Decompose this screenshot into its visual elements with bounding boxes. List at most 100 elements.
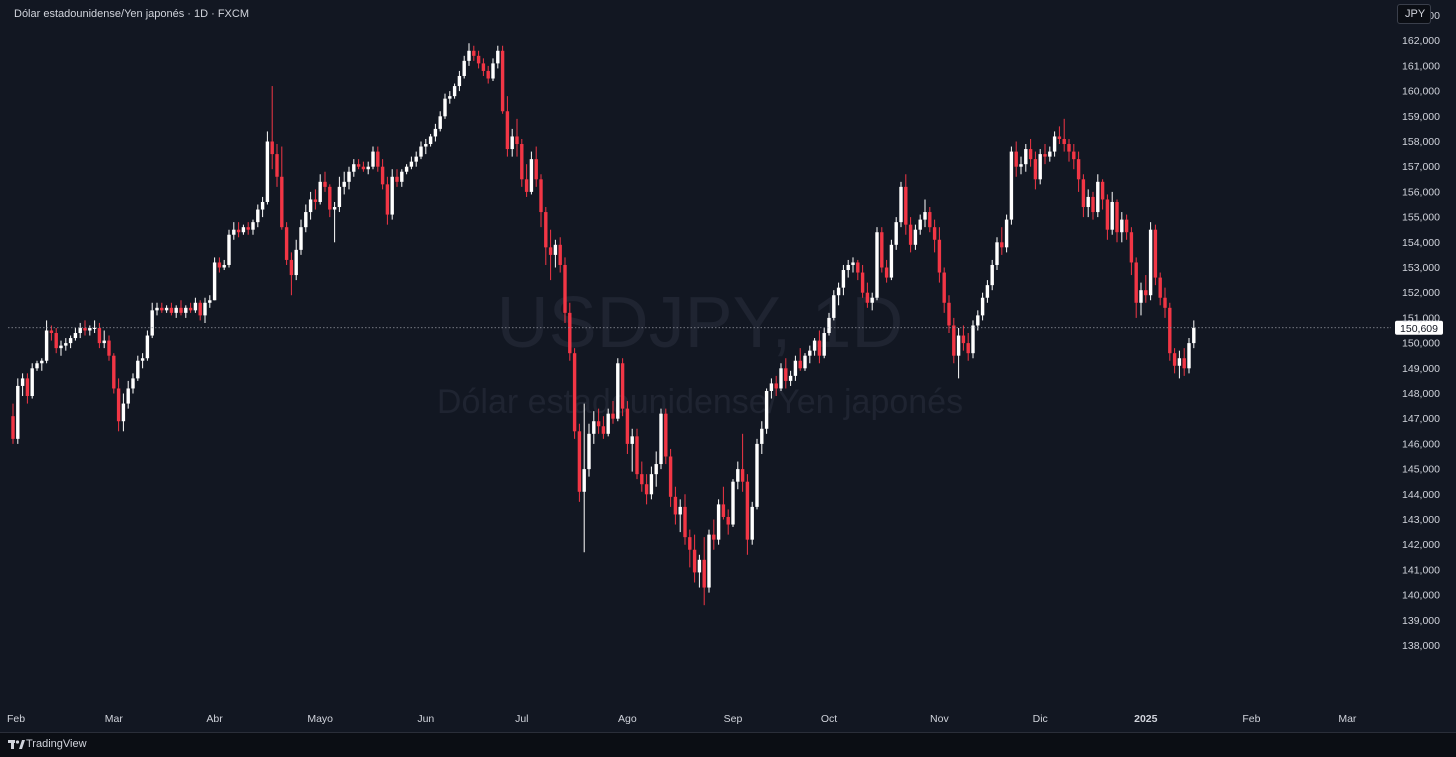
candle (1033, 151, 1038, 190)
candle-body (1153, 229, 1158, 278)
candle (212, 257, 217, 301)
candle (284, 222, 289, 265)
candle-body (208, 300, 212, 303)
candle-body (544, 212, 548, 248)
candle-body (534, 159, 538, 180)
candle (779, 363, 783, 391)
candle-body (1024, 149, 1028, 165)
candle-body (313, 199, 318, 202)
candle (203, 297, 207, 323)
candle (582, 403, 586, 553)
price-axis[interactable]: 138,000 139,000 140,000 141,000 142,000 143,0… (1392, 0, 1456, 732)
candle-body (832, 295, 836, 318)
candle (1134, 257, 1138, 318)
candle (702, 537, 706, 606)
candle (54, 327, 58, 354)
candle-body (913, 229, 918, 245)
tradingview-logo-icon[interactable] (8, 739, 26, 751)
candle (568, 302, 572, 361)
candle (515, 118, 519, 157)
candle (1048, 146, 1052, 162)
last-price-label-bg (1395, 320, 1443, 335)
candle-body (212, 262, 217, 301)
candle-body (328, 186, 332, 210)
candle (1110, 191, 1114, 235)
price-tick-label: 141,000 (1402, 564, 1440, 576)
candle-body (673, 496, 678, 515)
candle (299, 219, 303, 255)
candle-body (179, 307, 183, 313)
candle-body (1100, 181, 1105, 200)
candle (544, 207, 548, 265)
candle-body (107, 340, 111, 356)
candle-body (304, 212, 308, 228)
candle-body (270, 141, 274, 155)
candle (764, 388, 769, 434)
candle (121, 393, 126, 432)
candle-body (246, 227, 250, 230)
time-tick-label: 2025 (1134, 713, 1158, 725)
price-tick-label: 151,000 (1402, 312, 1440, 324)
candle-body (721, 504, 726, 517)
symbol-title[interactable]: Dólar estadounidense/Yen japonés · 1D · … (14, 8, 250, 20)
candle-body (736, 469, 740, 482)
candle-body (1172, 353, 1177, 366)
candle-body (716, 504, 721, 540)
price-tick-label: 144,000 (1402, 489, 1440, 501)
candle-body (947, 302, 951, 326)
candle-body (611, 413, 615, 419)
candle (865, 282, 870, 308)
candle (481, 58, 486, 76)
candle (385, 176, 390, 225)
chart-area[interactable]: USDJPY, 1D Dólar estadounidense/Yen japo… (0, 0, 1456, 732)
candle-body (400, 171, 404, 182)
candle-body (452, 86, 457, 97)
candle-body (563, 264, 567, 313)
candle (971, 320, 975, 359)
candle (400, 169, 404, 187)
candle (812, 338, 817, 356)
currency-badge[interactable]: JPY (1397, 4, 1431, 24)
candle-body (83, 327, 87, 331)
candle-body (500, 50, 505, 112)
candle (755, 438, 759, 510)
price-tick-label: 162,000 (1402, 35, 1440, 47)
candle-body (1124, 219, 1129, 233)
candle-body (409, 161, 414, 167)
time-tick-label: Nov (930, 713, 949, 725)
watermark-description: Dólar estadounidense/Yen japonés (437, 383, 963, 421)
candle (136, 355, 140, 381)
time-tick-label: Sep (724, 713, 743, 725)
candle-body (822, 333, 826, 356)
candle (1057, 126, 1062, 145)
candle-body (227, 234, 231, 265)
candle (112, 353, 116, 394)
candle (822, 327, 826, 359)
candle (726, 509, 730, 535)
candle-body (620, 363, 625, 409)
candlestick-chart[interactable]: USDJPY, 1D Dólar estadounidense/Yen japo… (0, 0, 1456, 732)
candle-body (236, 229, 241, 233)
candle (1120, 212, 1124, 243)
candle-body (865, 292, 870, 303)
candle-body (966, 343, 970, 354)
time-tick-label: Oct (821, 713, 837, 725)
candle-body (169, 307, 174, 313)
candle-body (908, 224, 913, 245)
candle (313, 189, 318, 210)
candle (1004, 214, 1009, 253)
candle (59, 340, 63, 356)
candle (179, 300, 183, 316)
candle-body (529, 159, 534, 192)
candle-body (1177, 358, 1182, 366)
candle-body (1163, 297, 1167, 308)
footer-bar: TradingView (0, 732, 1456, 757)
candle-body (1033, 159, 1038, 180)
watermark-symbol: USDJPY, 1D (497, 283, 904, 363)
brand-name[interactable]: TradingView (26, 738, 87, 750)
time-axis[interactable]: Feb Mar Abr Mayo Jun Jul Ago Sep Oct Nov Dic 2025 Fe… (0, 706, 1392, 732)
candle-body (1019, 164, 1023, 167)
candle-body (856, 262, 860, 273)
candle (428, 133, 433, 147)
candle-body (150, 310, 154, 336)
